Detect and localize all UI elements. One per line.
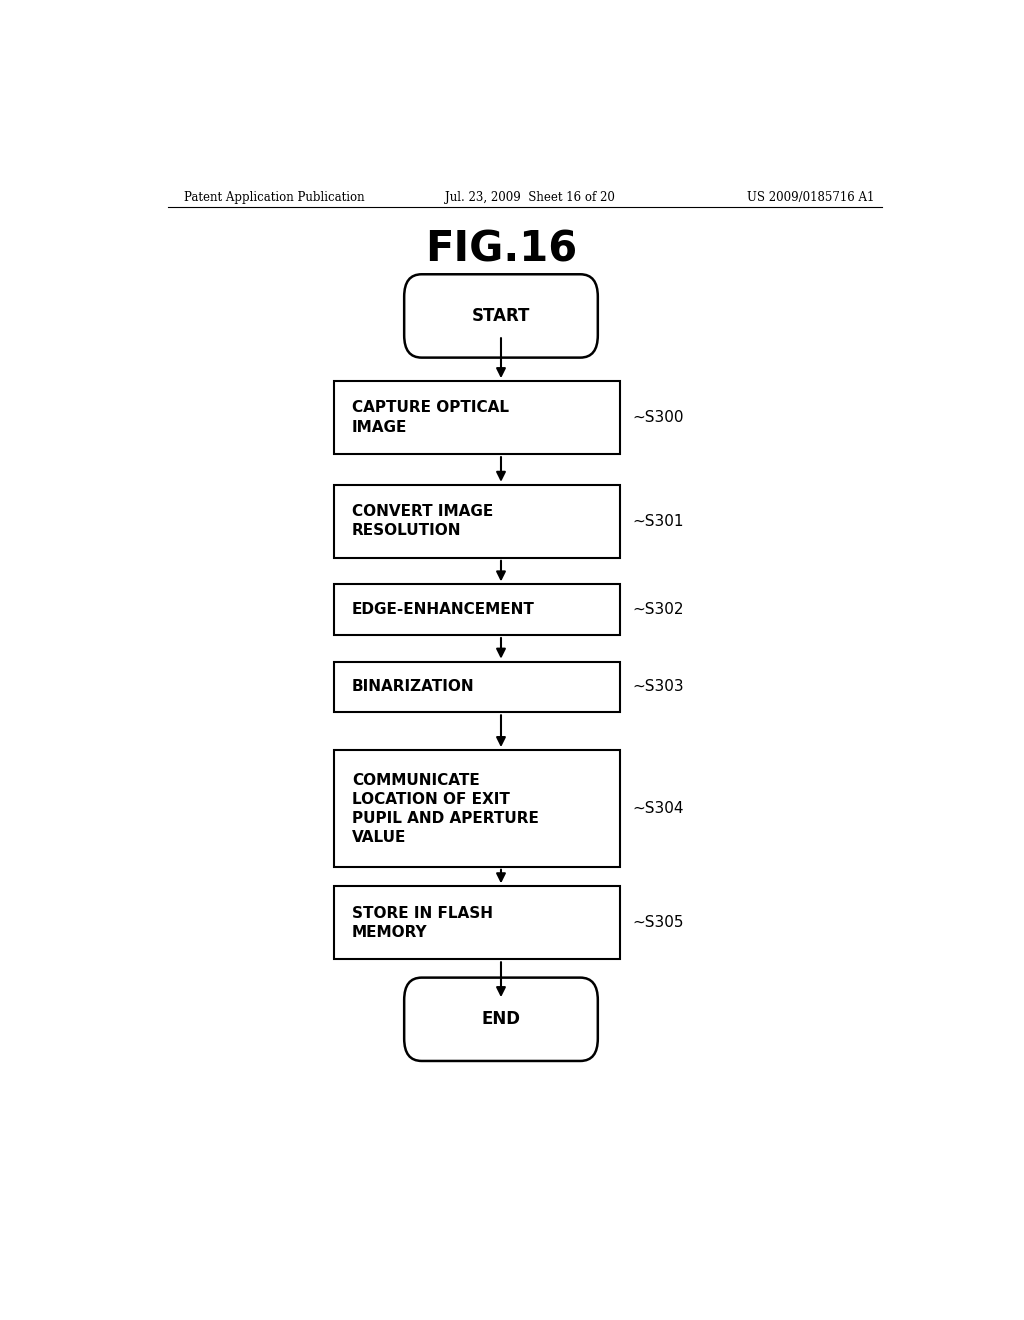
- Text: STORE IN FLASH
MEMORY: STORE IN FLASH MEMORY: [352, 906, 493, 940]
- Text: FIG.16: FIG.16: [425, 228, 578, 271]
- Bar: [334, 484, 620, 558]
- Text: ~S300: ~S300: [632, 411, 683, 425]
- Text: ~S301: ~S301: [632, 513, 683, 529]
- Text: BINARIZATION: BINARIZATION: [352, 680, 474, 694]
- Text: ~S302: ~S302: [632, 602, 683, 618]
- Text: COMMUNICATE
LOCATION OF EXIT
PUPIL AND APERTURE
VALUE: COMMUNICATE LOCATION OF EXIT PUPIL AND A…: [352, 772, 539, 845]
- Text: Patent Application Publication: Patent Application Publication: [183, 190, 365, 203]
- Bar: [334, 886, 620, 960]
- Text: ~S305: ~S305: [632, 915, 683, 931]
- Text: ~S304: ~S304: [632, 801, 683, 816]
- Text: CONVERT IMAGE
RESOLUTION: CONVERT IMAGE RESOLUTION: [352, 504, 493, 539]
- Bar: [334, 381, 620, 454]
- Text: Jul. 23, 2009  Sheet 16 of 20: Jul. 23, 2009 Sheet 16 of 20: [445, 190, 615, 203]
- FancyBboxPatch shape: [404, 978, 598, 1061]
- Text: END: END: [481, 1010, 520, 1028]
- Text: US 2009/0185716 A1: US 2009/0185716 A1: [748, 190, 874, 203]
- Text: CAPTURE OPTICAL
IMAGE: CAPTURE OPTICAL IMAGE: [352, 400, 509, 434]
- Bar: [334, 751, 620, 867]
- Bar: [334, 585, 620, 635]
- FancyBboxPatch shape: [404, 275, 598, 358]
- Text: EDGE-ENHANCEMENT: EDGE-ENHANCEMENT: [352, 602, 535, 618]
- Text: ~S303: ~S303: [632, 680, 684, 694]
- Bar: [334, 661, 620, 713]
- Text: START: START: [472, 308, 530, 325]
